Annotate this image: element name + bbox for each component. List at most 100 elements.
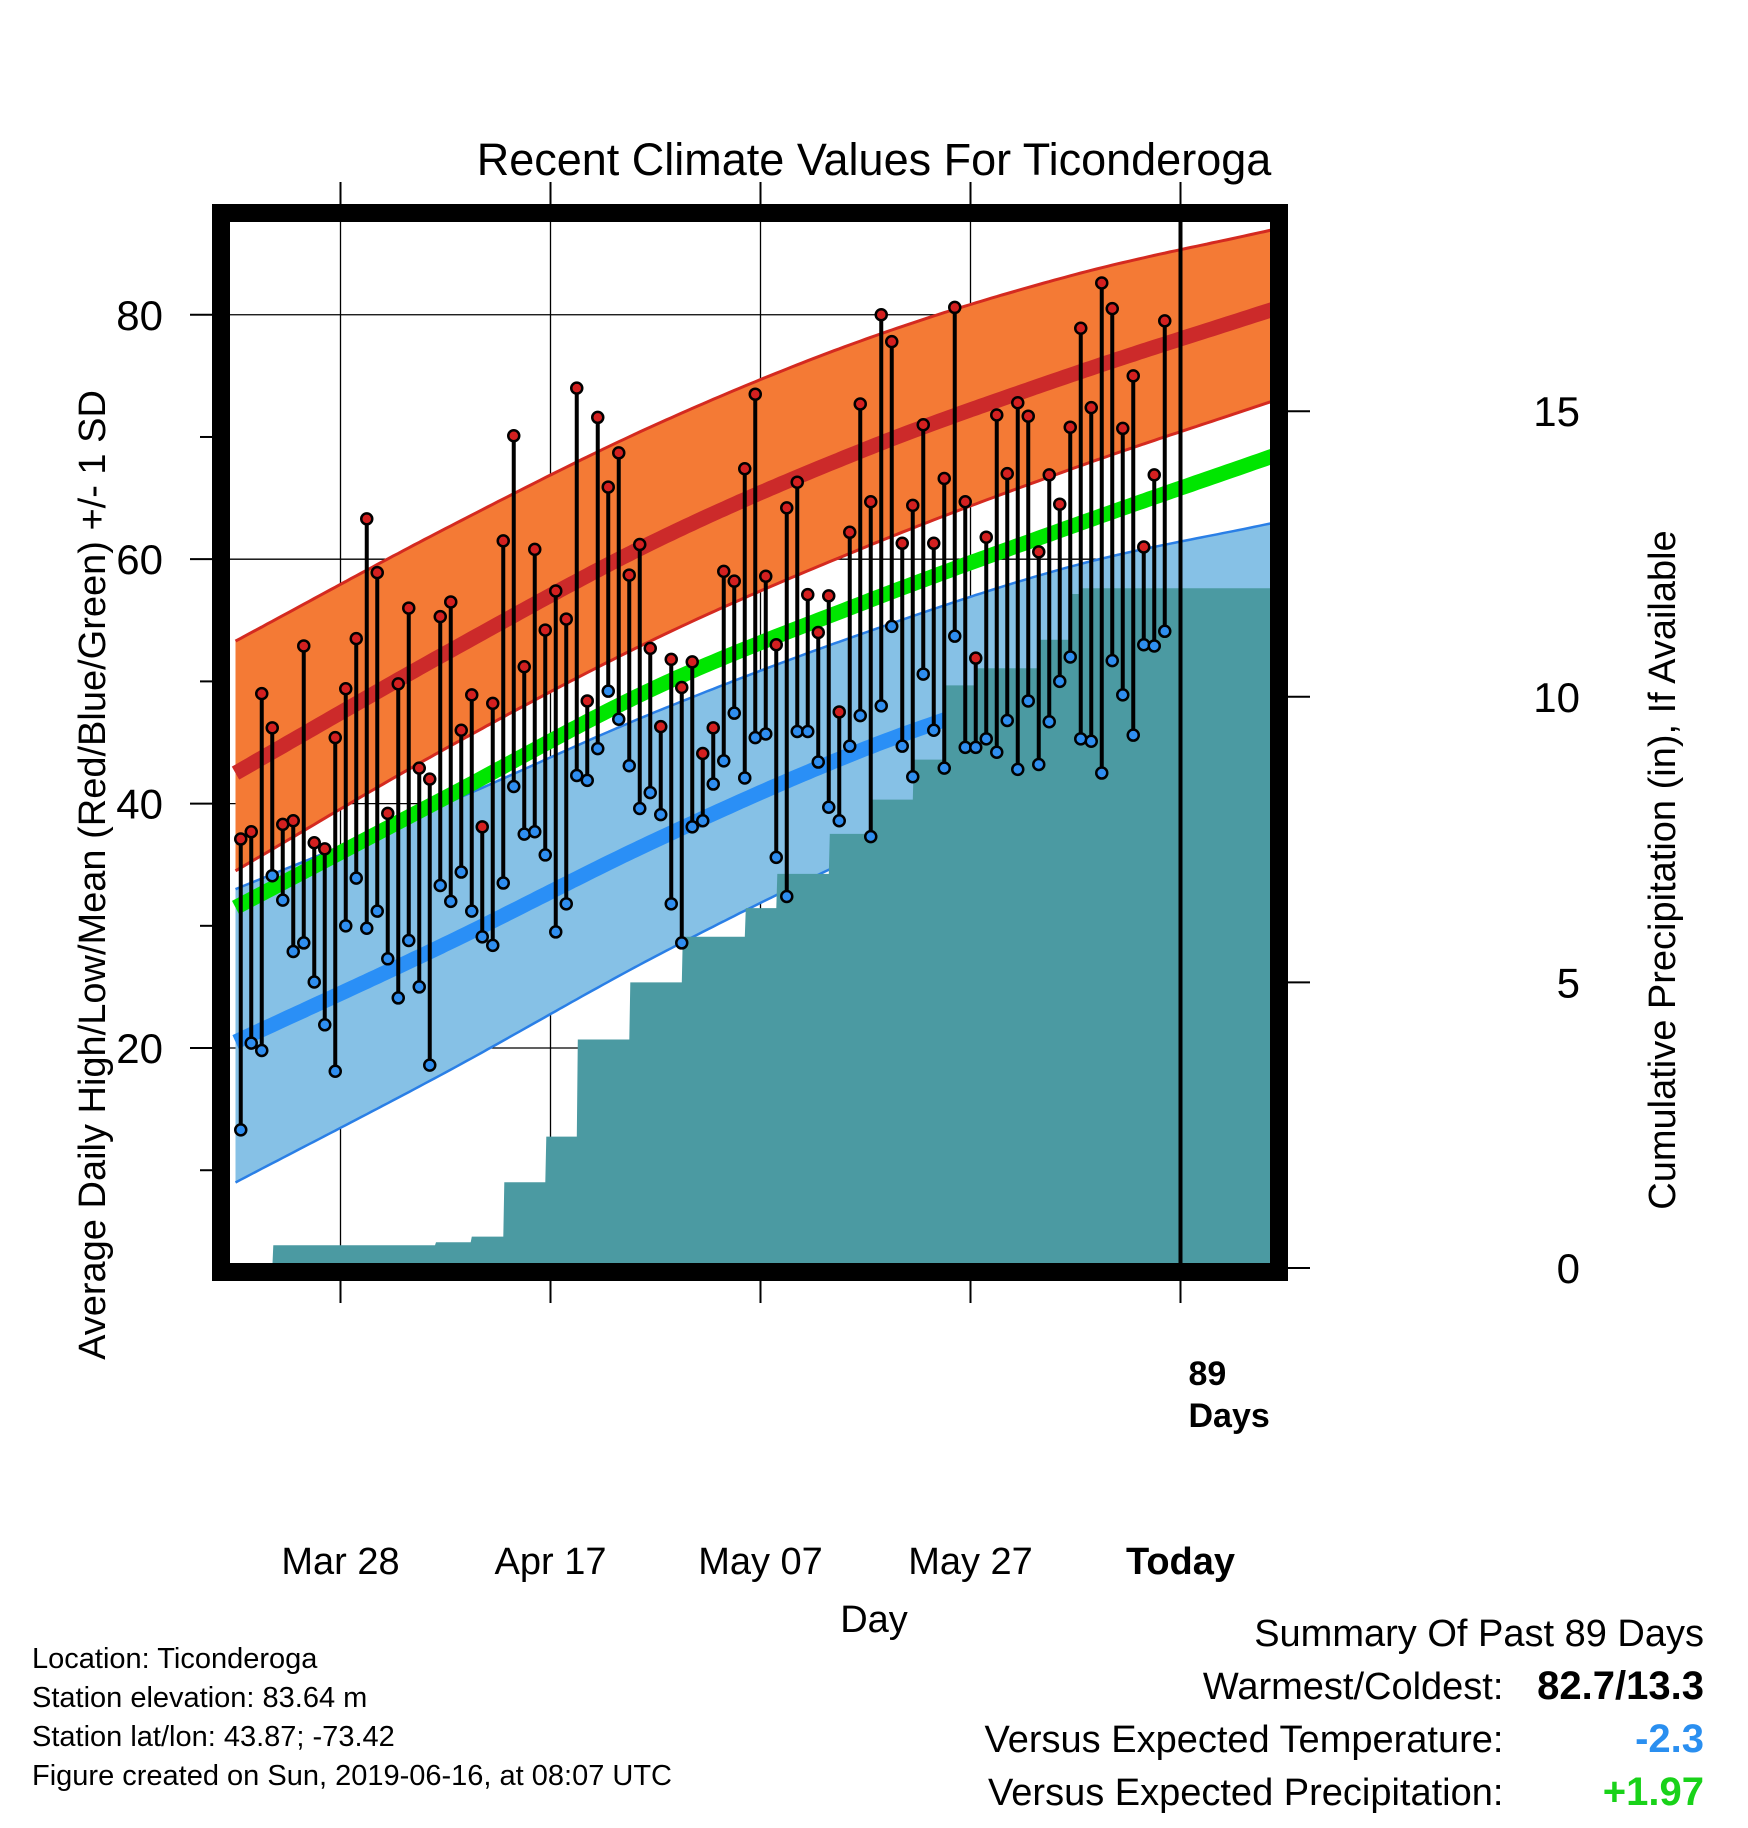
low-temp-point [633, 801, 647, 816]
low-temp-point [381, 952, 395, 966]
high-temp-point [297, 639, 311, 653]
x-axis-label: Day [840, 1599, 908, 1641]
low-temp-point [864, 829, 878, 844]
x-tick-label: May 27 [908, 1541, 1033, 1583]
high-temp-point [769, 637, 783, 652]
low-temp-point [1021, 694, 1035, 708]
temp-departure-label: Versus Expected Temperature: [984, 1719, 1504, 1761]
high-temp-point [486, 696, 500, 711]
high-temp-point [580, 694, 594, 708]
low-temp-point [1126, 728, 1140, 742]
high-temp-point [475, 820, 489, 834]
low-temp-point [402, 933, 416, 948]
plot-border [212, 204, 1288, 1281]
low-temp-point [1053, 674, 1067, 689]
low-temp-point [759, 727, 773, 741]
low-temp-point [538, 848, 552, 862]
high-temp-point [685, 655, 699, 669]
low-temp-point [612, 712, 626, 727]
x-tick-label: Mar 28 [281, 1541, 399, 1583]
high-temp-point [339, 681, 353, 696]
y2-axis-label: Cumulative Precipitation (in), If Availa… [1642, 530, 1684, 1209]
high-temp-point [843, 525, 857, 540]
elevation-text: Station elevation: 83.64 m [32, 1682, 368, 1714]
low-temp-point [916, 667, 930, 681]
high-temp-point [811, 625, 825, 640]
created-text: Figure created on Sun, 2019-06-16, at 08… [32, 1760, 672, 1792]
high-temp-point [864, 494, 878, 509]
high-temp-point [696, 746, 710, 761]
high-temp-point [706, 721, 720, 735]
low-temp-point [769, 850, 783, 865]
high-temp-point [1063, 420, 1077, 434]
low-temp-point [822, 800, 836, 815]
low-temp-point [780, 889, 794, 904]
high-temp-point [1105, 301, 1119, 316]
low-temp-point [1042, 714, 1056, 729]
high-temp-point [979, 530, 993, 544]
high-temp-point [948, 300, 962, 315]
low-temp-point [874, 699, 888, 713]
high-temp-point [822, 589, 836, 603]
high-temp-point [717, 564, 731, 579]
low-temp-point [234, 1123, 248, 1137]
low-temp-point [937, 761, 951, 775]
low-temp-point [1084, 734, 1098, 749]
high-temp-point [1137, 540, 1151, 554]
high-temp-point [1042, 468, 1056, 482]
low-temp-point [1000, 713, 1014, 728]
high-temp-point [402, 601, 416, 615]
today-days-label: 89 Days [1189, 1355, 1270, 1435]
summary-heading: Summary Of Past 89 Days [1254, 1613, 1704, 1655]
low-temp-point [412, 980, 426, 994]
high-temp-point [1074, 321, 1088, 335]
low-temp-point [559, 897, 573, 911]
high-temp-point [633, 537, 647, 552]
low-temp-point [370, 904, 384, 918]
high-temp-point [360, 512, 374, 526]
low-temp-point [675, 936, 689, 950]
low-temp-point [1105, 653, 1119, 668]
low-temp-point [328, 1064, 342, 1078]
low-temp-point [622, 758, 636, 773]
high-temp-point [727, 574, 741, 588]
high-temp-point [370, 565, 384, 580]
x-tick-label: Apr 17 [495, 1541, 607, 1583]
high-temp-point [507, 429, 521, 443]
high-temp-point [381, 806, 395, 821]
high-temp-point [1053, 497, 1067, 511]
high-temp-point [780, 501, 794, 515]
high-temp-point [937, 471, 951, 486]
high-temp-point [958, 494, 972, 509]
low-temp-point [948, 629, 962, 643]
high-temp-point [874, 308, 888, 322]
high-temp-point [496, 534, 510, 548]
low-temp-point [318, 1018, 332, 1032]
high-temp-point [654, 719, 668, 734]
high-temp-point [927, 536, 941, 551]
cumulative-precip-area [272, 588, 1275, 1268]
high-temp-point [549, 584, 563, 598]
high-temp-point [622, 568, 636, 582]
low-temp-point [255, 1043, 269, 1058]
high-temp-point [517, 659, 531, 674]
high-temp-point [412, 761, 426, 775]
high-temp-point [1084, 400, 1098, 415]
low-temp-point [1074, 732, 1088, 746]
high-temp-point [790, 475, 804, 489]
low-temp-point [1116, 688, 1130, 702]
high-temp-point [1000, 466, 1014, 481]
high-temp-point [444, 595, 458, 609]
low-temp-point [465, 904, 479, 918]
low-temp-point [811, 755, 825, 769]
high-temp-point [307, 835, 321, 850]
low-temp-point [244, 1036, 258, 1050]
latlon-text: Station lat/lon: 43.87; -73.42 [32, 1721, 395, 1753]
high-temp-point [559, 612, 573, 626]
high-temp-point [990, 408, 1004, 422]
low-temp-point [885, 619, 899, 634]
low-temp-point [1011, 762, 1025, 777]
low-temp-point [1032, 757, 1046, 772]
low-temp-point [664, 897, 678, 911]
y-tick-label: 40 [116, 781, 163, 828]
